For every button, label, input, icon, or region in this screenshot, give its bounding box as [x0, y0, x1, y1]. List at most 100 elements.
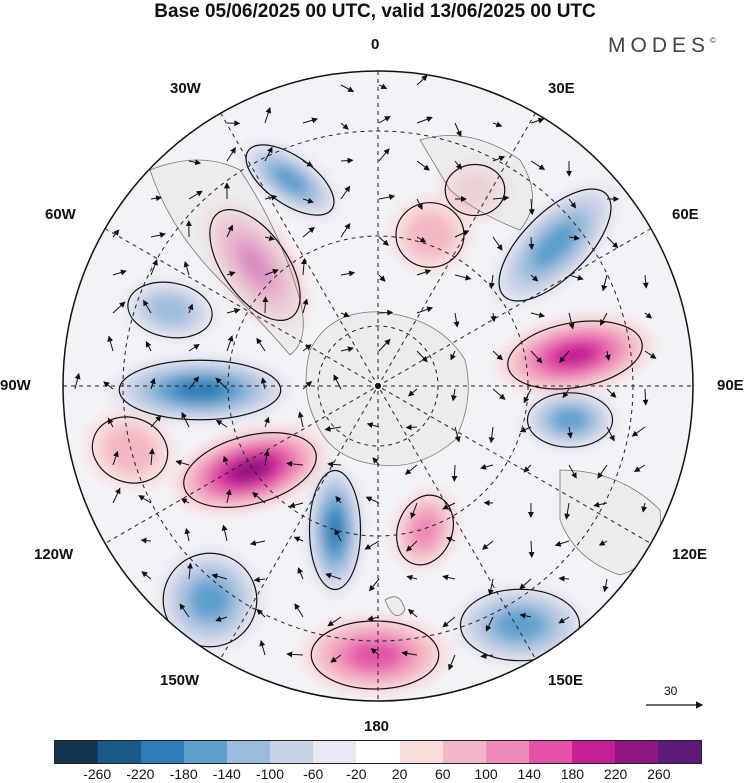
- wind-arrow: [264, 235, 276, 241]
- wind-arrow: [559, 350, 570, 363]
- contour-line: [310, 620, 440, 690]
- anomaly-shading: [552, 408, 588, 432]
- wind-arrow: [566, 426, 573, 439]
- south-pole-marker: [375, 383, 381, 389]
- lon-label-150e: 150E: [548, 672, 584, 689]
- wind-arrow: [150, 232, 166, 238]
- wind-arrow: [215, 419, 228, 428]
- wind-arrow: [454, 160, 462, 170]
- wind-arrow: [442, 616, 456, 628]
- wind-arrow: [562, 388, 570, 399]
- wind-arrow: [302, 160, 314, 167]
- colorbar-swatch: [657, 741, 701, 763]
- wind-arrow: [564, 502, 571, 520]
- wind-arrow: [330, 654, 342, 663]
- anomaly-shading: [410, 511, 440, 549]
- colorbar-swatch: [442, 741, 486, 763]
- wind-arrow: [112, 269, 127, 276]
- wind-arrow: [264, 416, 270, 428]
- wind-arrow: [143, 299, 152, 314]
- wind-arrow: [286, 651, 304, 658]
- anomaly-shading: [172, 380, 228, 400]
- wind-arrow: [175, 459, 190, 466]
- wind-arrow: [454, 426, 461, 443]
- wind-arrow: [378, 338, 391, 352]
- colorbar-tick-label: -140: [212, 766, 241, 782]
- wind-arrow: [327, 616, 342, 627]
- wind-arrow: [340, 270, 356, 277]
- wind-arrow: [405, 424, 418, 431]
- wind-arrow: [530, 160, 546, 170]
- lon-label-120e: 120E: [672, 546, 708, 563]
- lon-label-0: 0: [371, 36, 380, 53]
- wind-arrow: [150, 259, 158, 276]
- wind-arrow: [340, 311, 350, 318]
- lon-label-30w: 30W: [170, 80, 201, 97]
- contour-line: [209, 208, 301, 322]
- wind-arrow: [184, 527, 191, 542]
- wind-arrow: [488, 426, 495, 444]
- wind-arrow: [138, 495, 152, 504]
- wind-arrow: [264, 269, 279, 276]
- wind-arrow: [492, 388, 506, 400]
- colorbar-swatch: [571, 741, 615, 763]
- wind-arrow: [226, 224, 233, 238]
- modes-logo: MODES©: [608, 34, 716, 58]
- wind-arrow: [606, 236, 619, 249]
- wind-arrow: [340, 122, 349, 130]
- landmasses: [149, 135, 661, 617]
- colorbar-tick-label: 260: [647, 766, 671, 782]
- wind-arrow: [256, 608, 266, 618]
- colorbar-swatch: [227, 741, 271, 763]
- wind-arrow: [530, 312, 546, 318]
- wind-arrow: [445, 536, 456, 543]
- wind-arrow: [215, 616, 228, 622]
- wind-arrow: [406, 540, 418, 552]
- wind-arrow: [519, 612, 532, 619]
- wind-arrow: [297, 567, 304, 580]
- wind-arrow: [554, 540, 570, 547]
- wind-arrow: [480, 464, 494, 470]
- wind-arrow: [302, 226, 315, 238]
- wind-arrow: [148, 448, 155, 466]
- wind-arrow: [606, 426, 615, 442]
- colorbar-swatch: [184, 741, 228, 763]
- wind-arrow: [340, 346, 354, 353]
- wind-arrow: [492, 195, 510, 202]
- wind-arrow: [340, 222, 351, 238]
- wind-arrow: [302, 117, 318, 124]
- lon-label-120w: 120W: [34, 546, 74, 563]
- wind-arrow: [597, 464, 608, 479]
- wind-arrow: [259, 639, 266, 656]
- wind-arrow: [416, 350, 428, 363]
- wind-arrow: [602, 578, 609, 593]
- colorbar-tick-label: -180: [169, 766, 198, 782]
- wind-arrow: [408, 388, 418, 397]
- wind-arrow: [401, 650, 418, 657]
- wind-arrow: [226, 308, 241, 314]
- colorbar-tick-label: 140: [517, 766, 541, 782]
- wind-arrow: [226, 271, 236, 277]
- colorbar-tick-label: 180: [560, 766, 585, 782]
- wind-arrow: [519, 426, 532, 433]
- lon-label-90e: 90E: [717, 377, 744, 394]
- wind-arrow: [150, 415, 162, 428]
- wind-arrow: [633, 464, 646, 473]
- wind-arrow: [112, 487, 121, 504]
- anomaly-shading: [532, 222, 578, 268]
- wind-arrow: [568, 198, 577, 209]
- contour-line: [444, 163, 506, 217]
- anomaly-shading: [405, 211, 455, 259]
- wind-arrow: [593, 501, 608, 508]
- wind-arrow: [454, 230, 470, 238]
- wind-arrow: [600, 312, 608, 326]
- wind-arrow: [365, 496, 380, 504]
- wind-arrow: [112, 229, 120, 238]
- wind-arrow: [568, 312, 575, 330]
- wind-arrow: [221, 524, 228, 542]
- wind-arrow: [179, 603, 190, 618]
- wind-arrow: [253, 576, 266, 583]
- wind-arrow: [286, 460, 304, 467]
- wind-arrow: [454, 122, 462, 138]
